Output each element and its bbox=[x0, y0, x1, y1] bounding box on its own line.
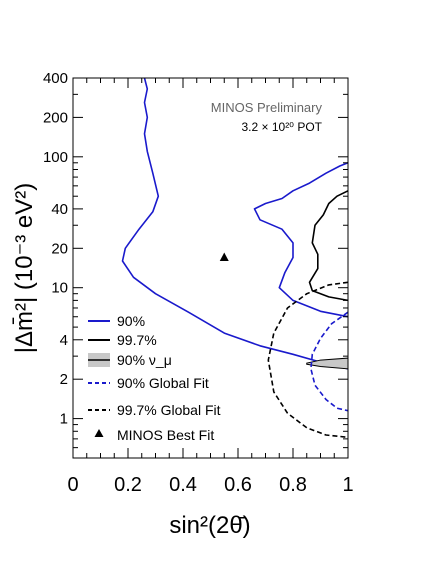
y-axis-title: |Δm̄²| (10⁻³ eV²) bbox=[11, 183, 38, 354]
x-tick-label: 0.8 bbox=[279, 474, 307, 496]
contour-curves bbox=[121, 77, 349, 439]
y-tick-label: 40 bbox=[51, 201, 68, 218]
y-tick-label: 400 bbox=[43, 70, 68, 87]
y-tick-label: 1 bbox=[60, 411, 68, 428]
legend-label-997: 99.7% bbox=[117, 332, 157, 348]
y-tick-label: 20 bbox=[51, 240, 68, 257]
legend-label-90-global: 90% Global Fit bbox=[117, 375, 209, 391]
axis-ticks: 0 0.2 0.4 0.6 0.8 1 1 2 4 10 20 40 100 200 400 bbox=[43, 70, 354, 496]
best-fit-marker bbox=[219, 252, 229, 262]
x-tick-label: 0.6 bbox=[224, 474, 252, 496]
x-tick-label: 1 bbox=[342, 474, 353, 496]
legend: 90% 99.7% 90% ν_μ 90% Global Fit 99.7% G… bbox=[88, 313, 221, 443]
curve-90-0 bbox=[121, 77, 349, 370]
curve-99-7-global-fit-5 bbox=[267, 281, 349, 439]
annotation-title: MINOS Preliminary bbox=[211, 100, 323, 115]
y-tick-label: 200 bbox=[43, 109, 68, 126]
legend-swatch-best-fit bbox=[94, 429, 104, 437]
legend-label-90: 90% bbox=[117, 313, 145, 329]
legend-label-997-global: 99.7% Global Fit bbox=[117, 402, 221, 418]
annotation-pot: 3.2 × 10²⁰ POT bbox=[241, 120, 322, 134]
y-tick-label: 100 bbox=[43, 149, 68, 166]
x-axis-title: sin²(2θ̄) bbox=[169, 512, 250, 539]
curve-90-global-fit-4 bbox=[310, 311, 349, 412]
y-tick-label: 10 bbox=[51, 280, 68, 297]
y-tick-label: 2 bbox=[60, 371, 68, 388]
x-tick-label: 0 bbox=[67, 474, 78, 496]
x-tick-label: 0.2 bbox=[114, 474, 142, 496]
curve-99-7-2 bbox=[308, 190, 349, 302]
curve-90-1 bbox=[253, 162, 349, 318]
x-tick-label: 0.4 bbox=[169, 474, 197, 496]
y-tick-label: 4 bbox=[60, 332, 68, 349]
legend-label-best-fit: MINOS Best Fit bbox=[117, 427, 214, 443]
legend-label-numu: 90% ν_μ bbox=[117, 352, 172, 368]
